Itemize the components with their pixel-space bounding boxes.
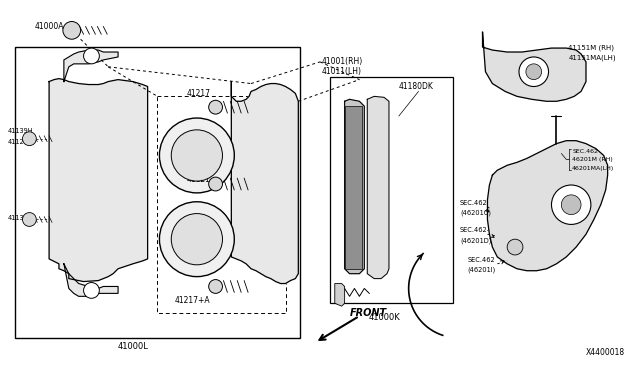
Text: 41000K: 41000K: [368, 313, 400, 322]
Text: 41129: 41129: [8, 139, 29, 145]
Text: 41217: 41217: [187, 89, 211, 99]
Text: 41180DK: 41180DK: [399, 81, 434, 91]
Text: FRONT: FRONT: [349, 308, 387, 318]
Text: X4400018: X4400018: [586, 349, 625, 357]
Text: 41011(LH): 41011(LH): [322, 67, 362, 76]
Text: 41000L: 41000L: [117, 341, 148, 351]
Circle shape: [552, 185, 591, 224]
Bar: [344, 106, 362, 269]
Text: (46201I): (46201I): [468, 267, 496, 273]
Polygon shape: [64, 50, 118, 81]
Circle shape: [84, 283, 99, 298]
Circle shape: [519, 57, 548, 87]
Bar: [157, 96, 285, 313]
Text: 41151M (RH): 41151M (RH): [568, 44, 614, 51]
Circle shape: [172, 130, 223, 181]
Circle shape: [172, 214, 223, 265]
Text: 41217+A: 41217+A: [174, 296, 210, 305]
Circle shape: [84, 48, 99, 64]
Text: 41139H: 41139H: [8, 128, 33, 134]
Text: SEC.462: SEC.462: [572, 148, 598, 154]
Circle shape: [159, 118, 234, 193]
Text: SEC.462-: SEC.462-: [460, 227, 490, 233]
Text: 41121: 41121: [187, 175, 211, 184]
Text: 41151MA(LH): 41151MA(LH): [568, 54, 616, 61]
Text: 41000A: 41000A: [35, 22, 64, 32]
Text: SEC.462: SEC.462: [460, 200, 488, 206]
Bar: [330, 77, 453, 303]
Circle shape: [209, 177, 223, 191]
Circle shape: [526, 64, 541, 80]
Circle shape: [507, 239, 523, 255]
Circle shape: [22, 212, 36, 227]
Text: SEC.462: SEC.462: [468, 257, 495, 263]
Polygon shape: [483, 32, 586, 101]
Circle shape: [22, 132, 36, 145]
Polygon shape: [49, 78, 148, 282]
Circle shape: [159, 202, 234, 277]
Text: 46201MA(LH): 46201MA(LH): [572, 166, 614, 171]
Polygon shape: [344, 99, 364, 274]
Polygon shape: [64, 264, 118, 296]
Text: 41138H: 41138H: [8, 215, 33, 221]
Circle shape: [63, 22, 81, 39]
Polygon shape: [231, 81, 298, 283]
Circle shape: [561, 195, 581, 215]
Circle shape: [209, 280, 223, 294]
Text: (46201D): (46201D): [460, 237, 492, 244]
Polygon shape: [488, 141, 607, 271]
Bar: [15, 47, 300, 338]
Polygon shape: [335, 283, 344, 306]
Text: (46201C): (46201C): [460, 210, 491, 216]
Circle shape: [209, 100, 223, 114]
Text: 46201M (RH): 46201M (RH): [572, 157, 613, 163]
Polygon shape: [367, 96, 389, 279]
Text: 41001(RH): 41001(RH): [322, 57, 364, 66]
